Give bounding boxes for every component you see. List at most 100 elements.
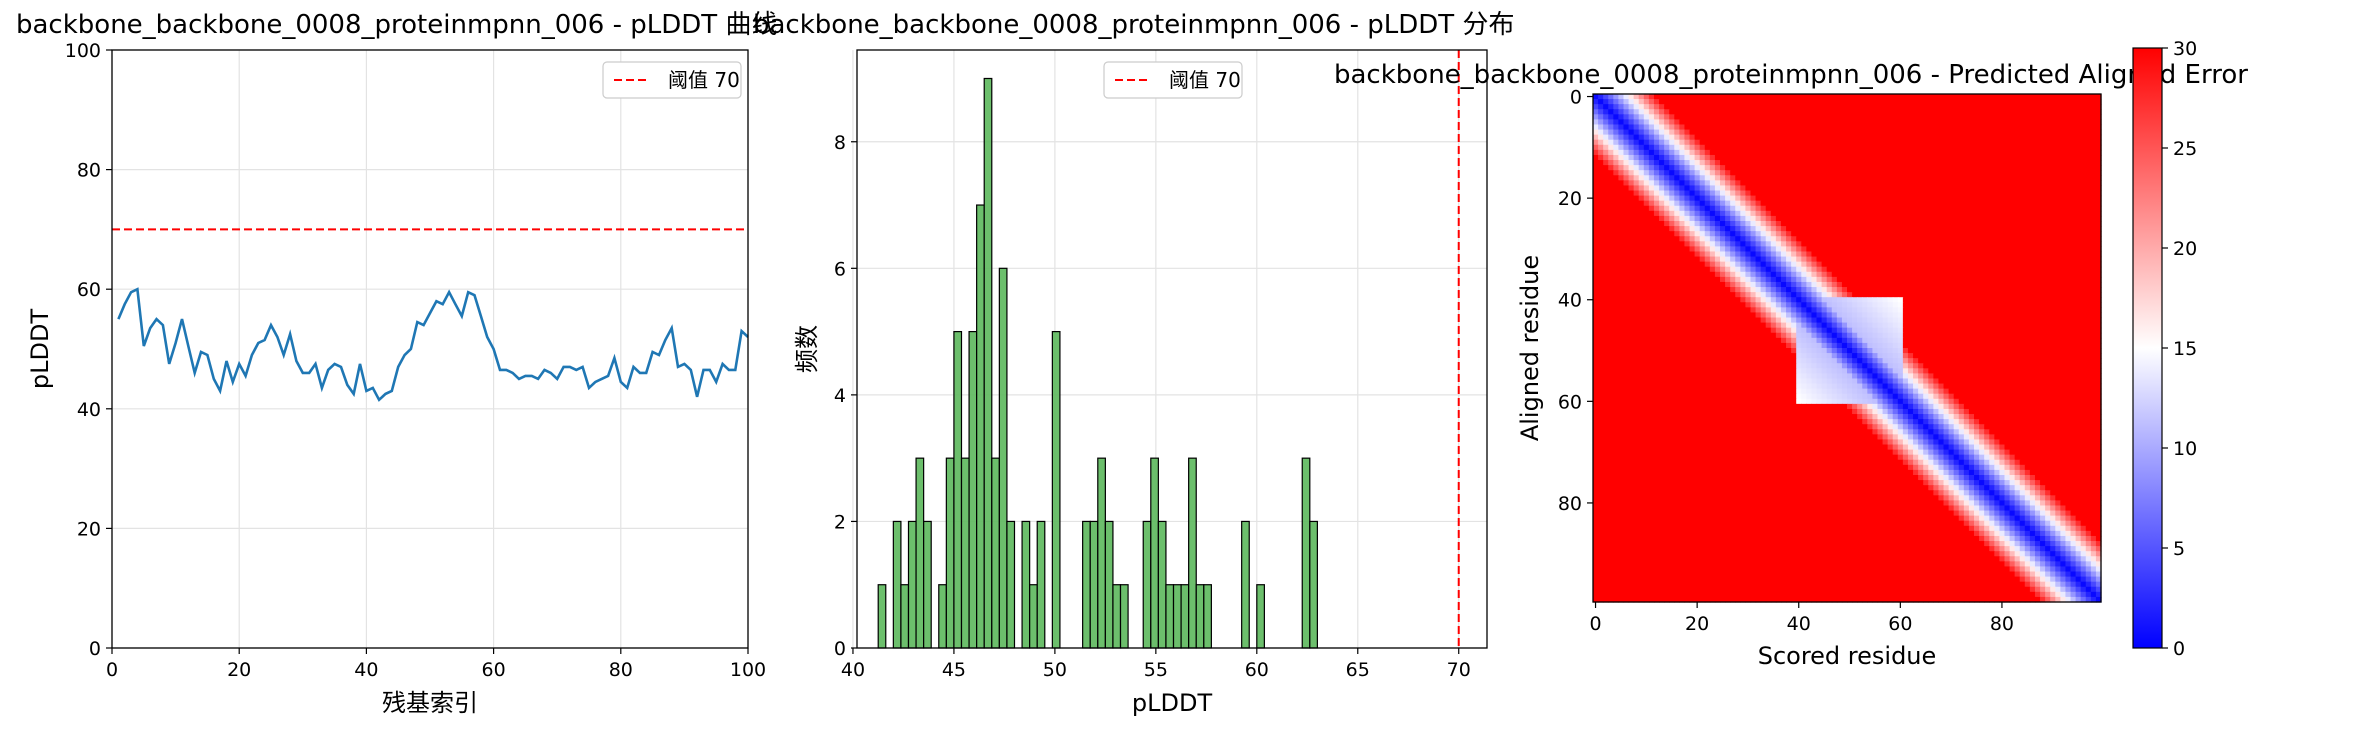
heatmap-cell: [1679, 281, 1686, 288]
heatmap-cell: [1928, 317, 1934, 324]
heatmap-cell: [1765, 337, 1772, 344]
heatmap-cell: [1979, 261, 1985, 268]
heatmap-cell: [1669, 221, 1675, 227]
heatmap-cell: [1857, 139, 1863, 146]
heatmap-cell: [1968, 302, 1975, 308]
heatmap-cell: [1669, 327, 1675, 334]
heatmap-cell: [1603, 241, 1609, 247]
heatmap-cell: [2040, 307, 2046, 314]
heatmap-cell: [1923, 281, 1929, 288]
heatmap-cell: [1775, 180, 1782, 187]
heatmap-cell: [1796, 170, 1802, 176]
heatmap-cell: [2014, 205, 2021, 212]
heatmap-cell: [1598, 200, 1604, 207]
heatmap-cell: [1933, 271, 1940, 278]
heatmap-cell: [1913, 190, 1919, 197]
heatmap-cell: [2019, 276, 2026, 283]
heatmap-cell: [1907, 241, 1914, 247]
heatmap-cell: [1689, 154, 1696, 161]
heatmap-cell: [1664, 236, 1670, 242]
heatmap-cell: [1887, 170, 1894, 176]
heatmap-cell: [1907, 175, 1914, 181]
heatmap-cell: [1831, 261, 1838, 268]
heatmap-cell: [1816, 154, 1823, 161]
heatmap-cell: [2055, 281, 2061, 288]
heatmap-cell: [2045, 109, 2051, 115]
heatmap-cell: [1704, 195, 1711, 202]
heatmap-cell: [1948, 261, 1955, 268]
heatmap-cell: [1740, 149, 1746, 156]
heatmap-cell: [1643, 134, 1650, 141]
heatmap-cell: [1633, 221, 1640, 227]
heatmap-cell: [1765, 251, 1772, 258]
heatmap-cell: [1857, 307, 1863, 314]
heatmap-cell: [2024, 307, 2031, 314]
heatmap-cell: [1887, 246, 1894, 253]
heatmap-cell: [2040, 134, 2046, 141]
heatmap-cell: [1720, 226, 1726, 232]
heatmap-cell: [1821, 276, 1828, 283]
heatmap-cell: [1847, 307, 1853, 314]
heatmap-cell: [2090, 271, 2097, 278]
heatmap-cell: [2070, 205, 2077, 212]
heatmap-cell: [1963, 160, 1970, 166]
heatmap-cell: [1811, 322, 1818, 329]
heatmap-cell: [1923, 251, 1929, 258]
heatmap-cell: [1699, 271, 1706, 278]
heatmap-cell: [1852, 256, 1858, 263]
heatmap-cell: [2080, 322, 2087, 329]
heatmap-cell: [1679, 99, 1686, 105]
heatmap-cell: [1638, 119, 1645, 126]
heatmap-cell: [1984, 312, 1990, 319]
heatmap-cell: [1902, 210, 1909, 217]
legend: 阈值 70: [602, 61, 742, 99]
heatmap-cell: [2095, 139, 2102, 146]
heatmap-cell: [2060, 160, 2067, 166]
heatmap-cell: [1725, 287, 1731, 293]
heatmap-cell: [1968, 160, 1975, 166]
heatmap-cell: [2060, 154, 2067, 161]
heatmap-cell: [1811, 170, 1818, 176]
heatmap-cell: [1968, 180, 1975, 187]
heatmap-cell: [1913, 276, 1919, 283]
heatmap-cell: [1892, 302, 1899, 308]
heatmap-cell: [1958, 276, 1965, 283]
heatmap-cell: [1892, 195, 1899, 202]
heatmap-cell: [1948, 231, 1955, 237]
heatmap-cell: [1841, 114, 1848, 120]
heatmap-cell: [1841, 327, 1848, 334]
heatmap-cell: [1867, 317, 1873, 324]
heatmap-cell: [1679, 322, 1686, 329]
heatmap-cell: [1735, 302, 1741, 308]
heatmap-cell: [1948, 327, 1955, 334]
heatmap-cell: [2024, 185, 2031, 192]
heatmap-cell: [2090, 292, 2097, 298]
heatmap-cell: [1593, 276, 1599, 283]
heatmap-cell: [1791, 322, 1797, 329]
heatmap-cell: [1862, 236, 1868, 242]
heatmap-cell: [1821, 144, 1828, 151]
heatmap-cell: [1618, 94, 1625, 100]
heatmap-cell: [1811, 205, 1818, 212]
heatmap-cell: [1989, 221, 1995, 227]
heatmap-cell: [1704, 337, 1711, 344]
heatmap-cell: [1709, 205, 1716, 212]
heatmap-cell: [1720, 154, 1726, 161]
heatmap-cell: [1638, 287, 1645, 293]
heatmap-cell: [1704, 104, 1711, 110]
heatmap-cell: [1862, 215, 1868, 222]
heatmap-cell: [2070, 226, 2077, 232]
heatmap-cell: [1598, 271, 1604, 278]
heatmap-cell: [1811, 129, 1818, 136]
heatmap-cell: [1638, 139, 1645, 146]
heatmap-cell: [1948, 302, 1955, 308]
heatmap-cell: [2085, 175, 2092, 181]
heatmap-cell: [2045, 210, 2051, 217]
heatmap-cell: [1862, 297, 1868, 303]
heatmap-cell: [1943, 154, 1950, 161]
heatmap-cell: [1684, 256, 1691, 263]
heatmap-cell: [1638, 292, 1645, 298]
heatmap-cell: [1740, 231, 1746, 237]
heatmap-cell: [1593, 154, 1599, 161]
heatmap-cell: [1608, 307, 1614, 314]
